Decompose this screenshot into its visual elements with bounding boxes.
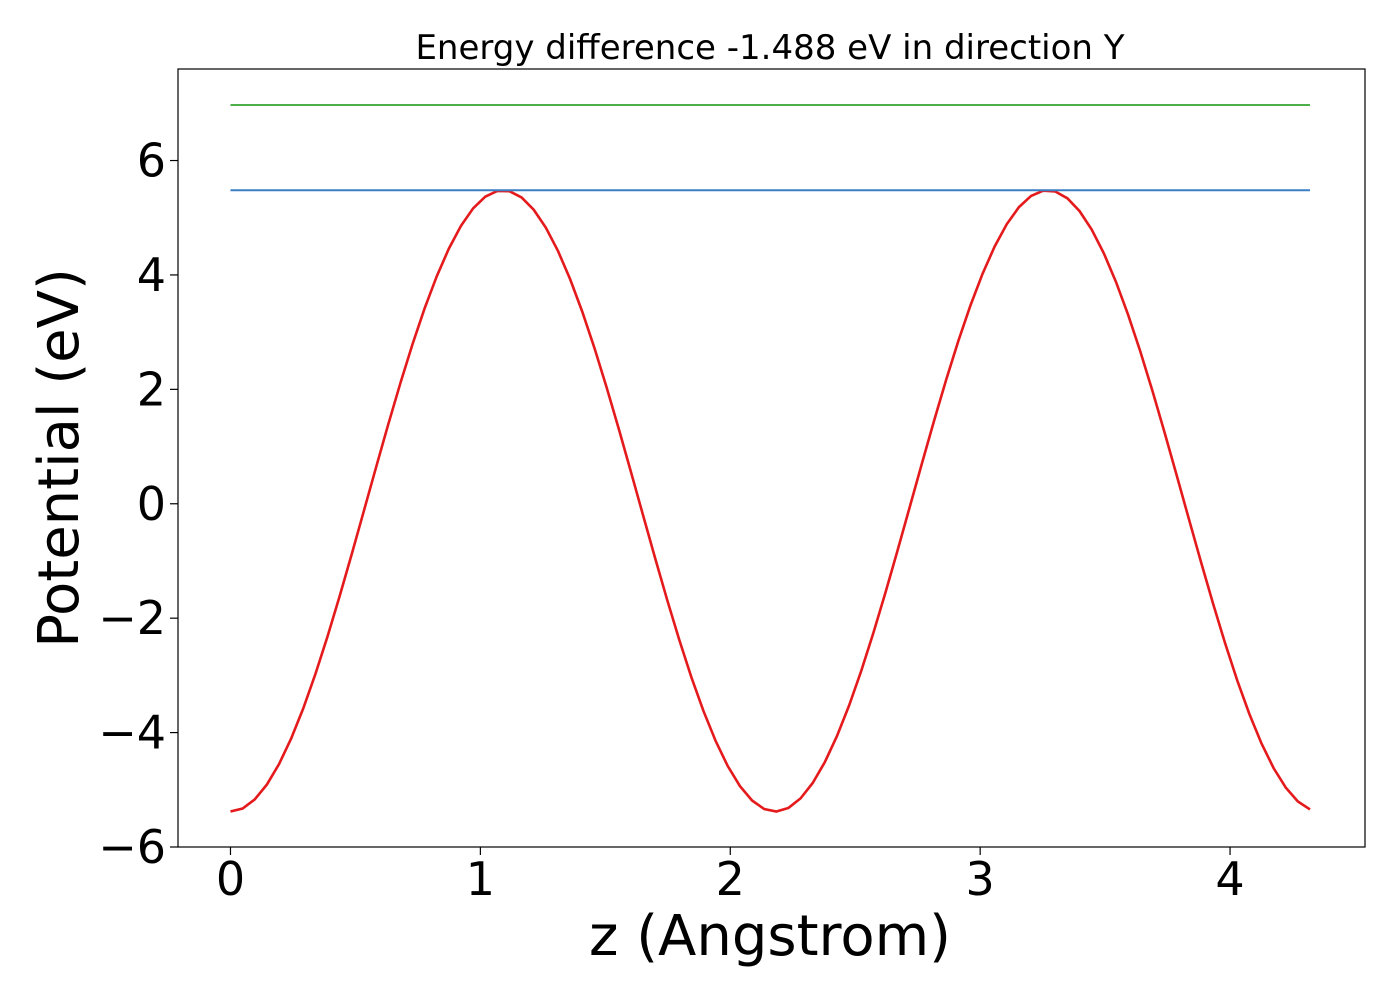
y-tick-label: −2 — [98, 591, 166, 645]
x-tick-label: 4 — [1215, 852, 1244, 906]
chart-title: Energy difference -1.488 eV in direction… — [415, 28, 1124, 68]
x-tick-label: 2 — [716, 852, 745, 906]
x-tick-label: 3 — [966, 852, 995, 906]
y-axis-label: Potential (eV) — [27, 268, 92, 648]
y-tick-label: 0 — [137, 477, 166, 531]
x-tick-label: 1 — [466, 852, 495, 906]
y-tick-label: 6 — [137, 134, 166, 188]
series-layer — [230, 104, 1311, 813]
y-tick-label: 2 — [137, 362, 166, 416]
y-tick-label: −6 — [98, 820, 166, 874]
x-tick-label: 0 — [216, 852, 245, 906]
potential-curve-line — [230, 189, 1311, 813]
x-axis-ticks: 0 1 2 3 4 — [216, 847, 1245, 906]
plot-area-frame — [177, 68, 1366, 848]
y-tick-label: 4 — [137, 248, 166, 302]
x-axis-label: z (Angstrom) — [589, 904, 951, 969]
y-axis-ticks: −6 −4 −2 0 2 4 6 — [98, 134, 178, 874]
y-tick-label: −4 — [98, 706, 166, 760]
